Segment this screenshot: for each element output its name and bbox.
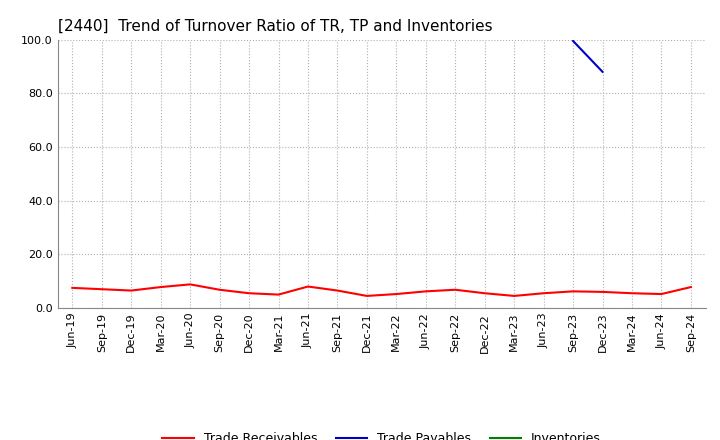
Trade Receivables [363, 293, 372, 299]
Trade Receivables [480, 290, 489, 296]
Trade Receivables [333, 288, 342, 293]
Trade Receivables [451, 287, 459, 293]
Trade Receivables [304, 284, 312, 289]
Trade Receivables [628, 290, 636, 296]
Trade Receivables [421, 289, 430, 294]
Trade Receivables [186, 282, 194, 287]
Trade Receivables [274, 292, 283, 297]
Trade Receivables [569, 289, 577, 294]
Trade Receivables [687, 284, 696, 290]
Text: [2440]  Trend of Turnover Ratio of TR, TP and Inventories: [2440] Trend of Turnover Ratio of TR, TP… [58, 19, 492, 34]
Trade Receivables [97, 286, 106, 292]
Trade Receivables [510, 293, 518, 299]
Trade Receivables [245, 290, 253, 296]
Trade Payables [598, 69, 607, 74]
Line: Trade Receivables: Trade Receivables [72, 284, 691, 296]
Trade Receivables [657, 291, 666, 297]
Trade Receivables [392, 291, 400, 297]
Trade Receivables [127, 288, 135, 293]
Trade Receivables [156, 284, 165, 290]
Trade Receivables [598, 289, 607, 294]
Trade Receivables [215, 287, 224, 293]
Trade Receivables [539, 290, 548, 296]
Legend: Trade Receivables, Trade Payables, Inventories: Trade Receivables, Trade Payables, Inven… [157, 427, 606, 440]
Line: Trade Payables: Trade Payables [573, 41, 603, 72]
Trade Payables [569, 38, 577, 44]
Trade Receivables [68, 285, 76, 290]
